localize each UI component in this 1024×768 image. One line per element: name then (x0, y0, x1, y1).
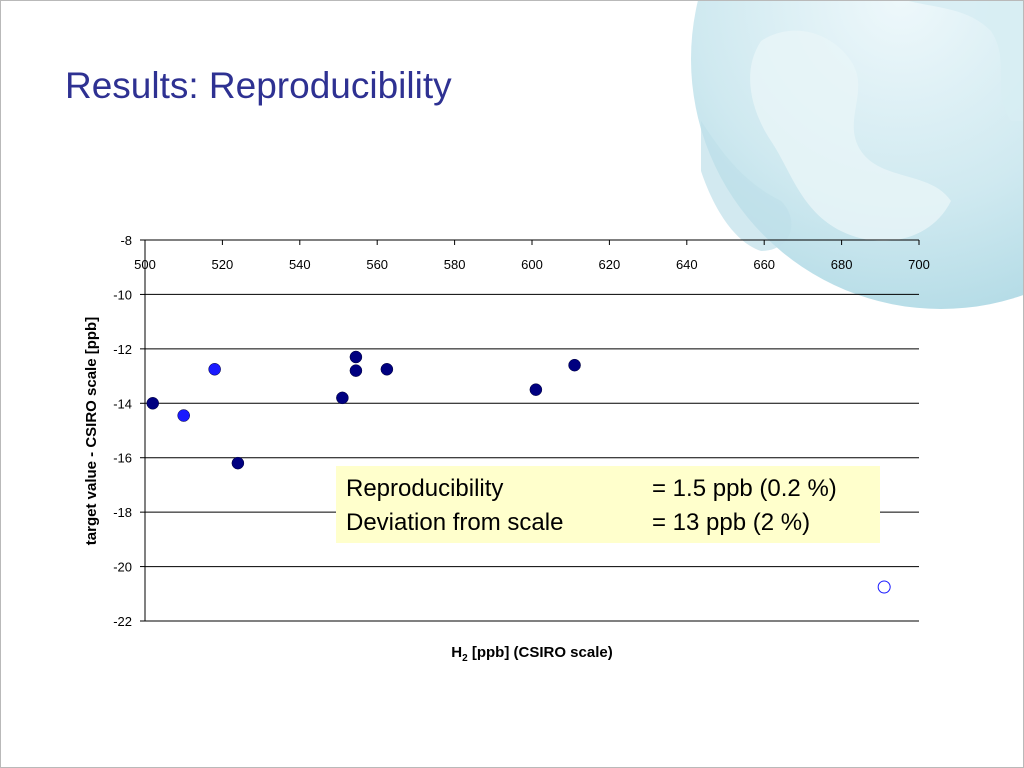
x-tick-label: 600 (521, 257, 543, 272)
y-tick-label: -12 (113, 342, 132, 357)
data-point (208, 363, 221, 376)
annotation-label: Reproducibility (346, 475, 504, 502)
y-tick-label: -16 (113, 451, 132, 466)
y-tick-label: -14 (113, 396, 132, 411)
x-tick-label: 700 (908, 257, 930, 272)
data-point (349, 364, 363, 377)
statistics-annotation: Reproducibility = 1.5 ppb (0.2 %) Deviat… (336, 466, 880, 543)
x-axis-label-rest: [ppb] (CSIRO scale) (468, 644, 613, 661)
data-point (877, 580, 891, 594)
data-point (380, 363, 394, 376)
data-point (146, 397, 159, 410)
x-tick-label: 580 (444, 257, 466, 272)
y-tick-label: -22 (113, 614, 132, 629)
y-tick-label: -20 (113, 560, 132, 575)
x-tick-label: 520 (212, 257, 234, 272)
x-axis-label-sub: 2 (462, 653, 468, 664)
x-tick-label: 540 (289, 257, 311, 272)
x-tick-label: 560 (366, 257, 388, 272)
x-tick-label: 500 (134, 257, 156, 272)
y-axis-label: target value - CSIRO scale [ppb] (83, 317, 100, 545)
data-point (349, 350, 363, 364)
y-tick-label: -18 (113, 505, 132, 520)
data-point (529, 383, 543, 396)
annotation-label: Deviation from scale (346, 509, 564, 536)
slide-title: Results: Reproducibility (65, 65, 452, 106)
annotation-value: = 13 ppb (2 %) (652, 509, 811, 536)
x-tick-label: 660 (753, 257, 775, 272)
data-point (336, 391, 349, 405)
x-tick-label: 680 (831, 257, 853, 272)
x-axis-label-main: H (451, 644, 462, 661)
x-tick-label: 620 (599, 257, 621, 272)
data-point (568, 358, 581, 372)
data-point (177, 409, 190, 422)
y-tick-label: -10 (113, 287, 132, 302)
x-tick-label: 640 (676, 257, 698, 272)
data-point (231, 456, 245, 470)
annotation-value: = 1.5 ppb (0.2 %) (652, 475, 837, 502)
x-axis-label: H2 [ppb] (CSIRO scale) (451, 644, 612, 664)
y-tick-label: -8 (120, 233, 132, 248)
